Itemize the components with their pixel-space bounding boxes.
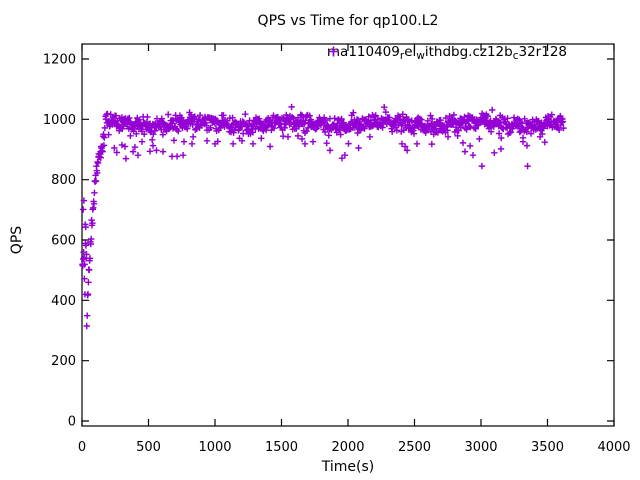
legend-label-subscript: w — [416, 50, 425, 62]
y-tick-label: 800 — [51, 173, 76, 188]
x-tick-label: 4000 — [597, 440, 630, 455]
x-tick-label: 3000 — [464, 440, 497, 455]
x-tick-label: 2000 — [331, 440, 364, 455]
legend-label-text: el — [404, 44, 417, 60]
y-tick-label: 1000 — [43, 113, 76, 128]
legend-label-text: ithdbg.cz12b — [424, 44, 513, 60]
legend-series-label: ma110409relwithdbg.cz12bc32r128 — [327, 43, 567, 65]
y-tick-label: 200 — [51, 354, 76, 369]
y-tick-label: 0 — [68, 415, 76, 430]
x-tick-label: 1000 — [198, 440, 231, 455]
x-tick-label: 500 — [136, 440, 161, 455]
x-tick-label: 3500 — [531, 440, 564, 455]
x-tick-label: 2500 — [398, 440, 431, 455]
legend-label-subscript: r — [399, 50, 405, 62]
legend-label-text: 32r128 — [518, 44, 568, 60]
y-tick-label: 400 — [51, 294, 76, 309]
legend-label-subscript: c — [512, 50, 519, 62]
chart-title: QPS vs Time for qp100.L2 — [257, 13, 439, 29]
x-axis-label: Time(s) — [321, 459, 375, 475]
x-tick-label: 1500 — [265, 440, 298, 455]
plot-border — [81, 43, 615, 427]
y-tick-label: 600 — [51, 234, 76, 249]
legend: ma110409relwithdbg.cz12bc32r128 — [327, 43, 580, 65]
scatter-points — [79, 103, 567, 330]
y-tick-label: 1200 — [43, 53, 76, 68]
x-tick-label: 0 — [78, 440, 86, 455]
legend-label-text: ma110409 — [326, 44, 400, 60]
